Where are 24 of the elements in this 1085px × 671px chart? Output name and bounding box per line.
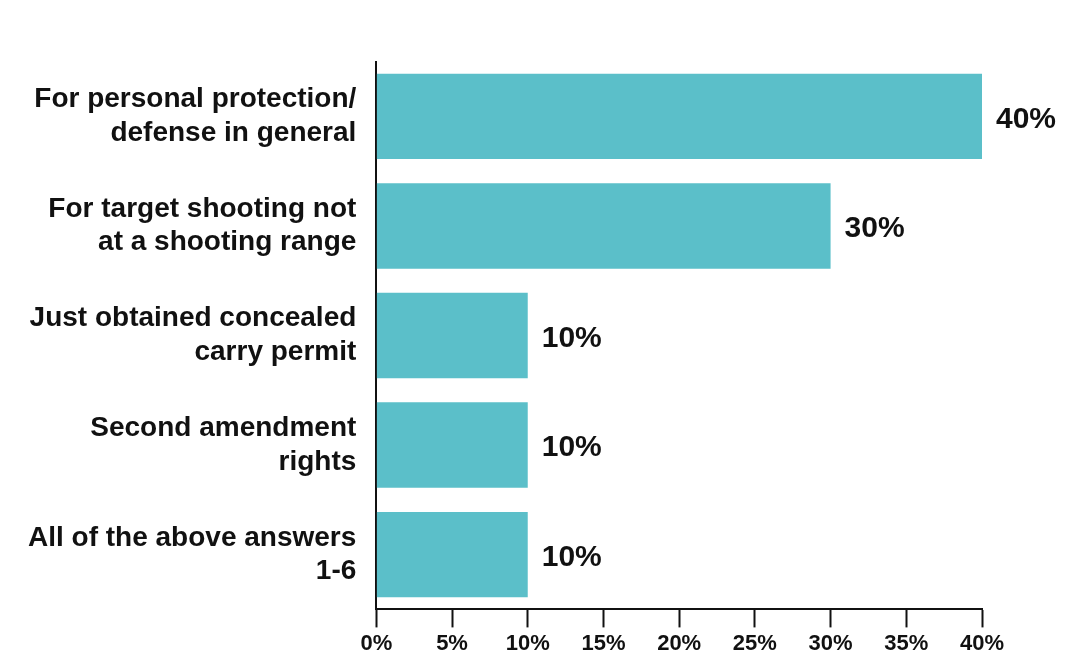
- y-tick-label: For personal protection/ defense in general: [34, 82, 357, 147]
- x-tick-label: 0%: [360, 629, 393, 655]
- x-tick-label: 40%: [959, 629, 1005, 655]
- data-label: 10%: [541, 319, 602, 353]
- y-tick-label: For target shooting not at a shooting range: [48, 191, 357, 257]
- x-tick-label: 30%: [808, 629, 853, 655]
- x-tick-label: 15%: [581, 629, 626, 655]
- data-label: 30%: [844, 210, 905, 244]
- bar: [376, 511, 528, 598]
- bar: [376, 292, 528, 379]
- x-tick-label: 25%: [732, 629, 777, 655]
- y-tick-label: Second amendment rights: [90, 410, 357, 476]
- y-tick-label: All of the above answers 1-6: [27, 520, 357, 586]
- bar: [376, 73, 982, 160]
- y-tick-label: Just obtained concealed carry permit: [29, 301, 357, 367]
- data-label: 40%: [996, 100, 1057, 134]
- x-tick-label: 10%: [505, 629, 550, 655]
- bar: [376, 402, 528, 488]
- x-tick-label: 5%: [436, 629, 468, 655]
- x-tick-label: 20%: [657, 629, 702, 655]
- data-label: 10%: [541, 538, 602, 572]
- bar: [376, 183, 831, 269]
- x-tick-label: 35%: [884, 629, 929, 655]
- data-label: 10%: [541, 429, 602, 463]
